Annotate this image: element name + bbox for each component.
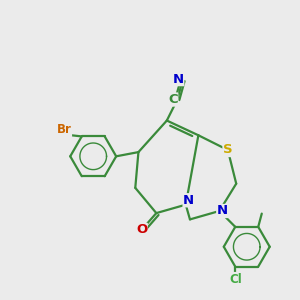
Text: Br: Br xyxy=(57,123,71,136)
Text: N: N xyxy=(217,205,228,218)
Text: N: N xyxy=(183,194,194,207)
Text: Cl: Cl xyxy=(229,272,242,286)
Text: C: C xyxy=(168,93,178,106)
Text: O: O xyxy=(136,224,147,236)
Text: N: N xyxy=(172,73,184,85)
Text: S: S xyxy=(223,143,232,157)
